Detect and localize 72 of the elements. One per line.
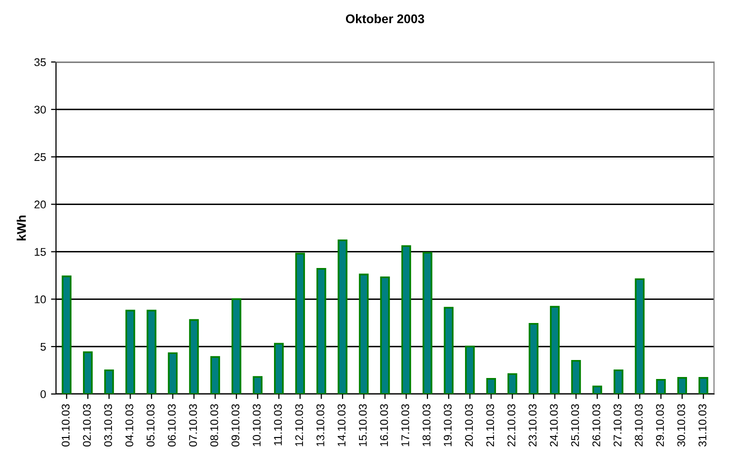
x-tick-label: 10.10.03	[252, 404, 261, 446]
chart-title: Oktober 2003	[346, 14, 424, 24]
x-tick-label: 25.10.03	[571, 404, 580, 446]
x-tick-label: 09.10.03	[232, 404, 240, 447]
bar	[252, 376, 263, 394]
x-tick-label: 03.10.03	[104, 404, 112, 447]
bar	[634, 278, 645, 394]
x-tick-label: 02.10.03	[82, 404, 91, 447]
y-tick-label: 10	[34, 295, 46, 304]
bar	[380, 276, 390, 394]
bar	[422, 252, 432, 394]
bar	[550, 306, 560, 394]
x-tick-label: 14.10.03	[338, 404, 346, 446]
bar	[232, 298, 242, 394]
bar	[146, 310, 156, 394]
x-tick-label: 11.10.03	[274, 404, 282, 446]
bar	[444, 306, 454, 394]
bar	[571, 360, 581, 394]
bar	[338, 239, 348, 394]
x-tick-label: 07.10.03	[189, 404, 197, 447]
x-tick-label: 13.10.03	[316, 404, 324, 446]
bar	[465, 346, 475, 394]
bar	[295, 252, 305, 394]
x-tick-label: 30.10.03	[677, 404, 686, 447]
x-tick-label: 01.10.03	[62, 404, 70, 447]
bar	[125, 310, 136, 394]
bar	[82, 351, 93, 394]
bar	[401, 245, 412, 394]
bar	[677, 377, 688, 394]
x-tick-label: 17.10.03	[401, 404, 410, 446]
bar	[528, 322, 538, 394]
y-tick-label: 25	[34, 153, 46, 161]
x-tick-label: 26.10.03	[592, 404, 600, 446]
x-tick-label: 04.10.03	[125, 404, 134, 447]
y-tick-label: 15	[34, 248, 46, 256]
x-tick-label: 31.10.03	[698, 404, 706, 447]
bar	[189, 319, 199, 394]
bar	[168, 352, 178, 394]
bar	[656, 378, 666, 394]
y-tick-label: 35	[34, 58, 46, 66]
x-tick-label: 29.10.03	[656, 404, 664, 446]
x-tick-label: 28.10.03	[634, 404, 643, 446]
x-tick-label: 24.10.03	[550, 404, 558, 446]
x-tick-label: 08.10.03	[210, 404, 218, 447]
x-tick-label: 06.10.03	[168, 404, 176, 447]
x-tick-label: 27.10.03	[614, 404, 622, 446]
x-tick-label: 18.10.03	[422, 404, 430, 446]
bar	[507, 373, 518, 394]
x-tick-label: 16.10.03	[380, 404, 388, 446]
bar	[104, 369, 114, 394]
x-tick-label: 12.10.03	[295, 404, 304, 446]
x-tick-label: 22.10.03	[507, 404, 516, 446]
x-tick-label: 23.10.03	[528, 404, 537, 446]
y-tick-label: 5	[40, 342, 46, 351]
y-tick-label: 30	[34, 106, 46, 114]
x-tick-label: 19.10.03	[444, 404, 452, 446]
x-tick-label: 15.10.03	[358, 404, 367, 446]
bar	[614, 369, 624, 394]
bar	[592, 386, 602, 394]
bar	[316, 268, 326, 394]
bar	[274, 342, 284, 394]
bar	[62, 276, 72, 394]
bar	[210, 356, 220, 394]
x-tick-label: 05.10.03	[146, 404, 154, 447]
y-tick-label: 0	[40, 390, 46, 398]
bar	[358, 274, 369, 394]
y-tick-label: 20	[34, 200, 46, 208]
x-tick-label: 21.10.03	[486, 404, 494, 446]
bar	[698, 377, 708, 394]
y-axis-title: kWh	[16, 216, 26, 240]
x-tick-label: 20.10.03	[465, 404, 473, 446]
bar	[486, 378, 496, 394]
